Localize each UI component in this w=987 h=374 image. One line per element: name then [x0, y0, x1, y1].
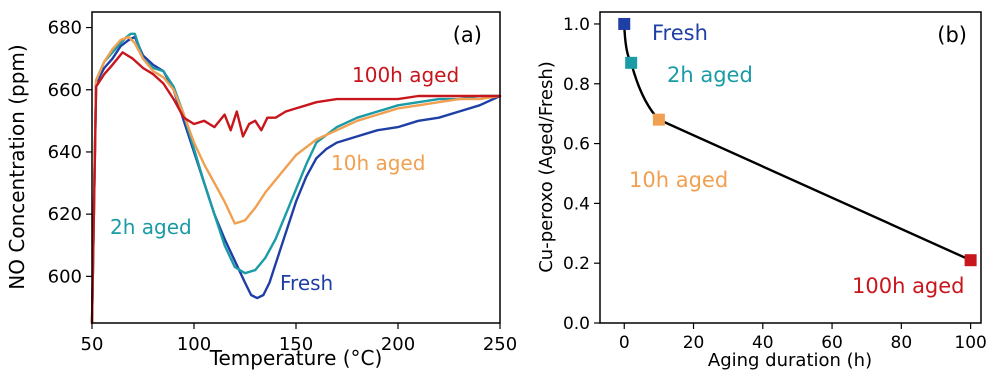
y-tick-label: 640	[48, 142, 82, 163]
marker-10h-aged	[652, 113, 665, 126]
marker-fresh	[618, 17, 631, 30]
marker-2h-aged	[625, 56, 638, 69]
panel-a-y-axis-label: NO Concentration (ppm)	[5, 44, 29, 289]
y-tick-label: 0.6	[563, 135, 590, 155]
panel-b-series-group	[618, 17, 977, 267]
panel-a-y-axis-ticks: 600 620 640 660 680	[48, 18, 92, 287]
y-tick-label: 660	[48, 80, 82, 101]
panel-b-y-axis-ticks: 0.0 0.2 0.4 0.6 0.8 1.0	[563, 15, 600, 334]
panel-b-x-axis-ticks: 0 20 40 60 80 100	[619, 323, 987, 353]
x-tick-label: 50	[81, 334, 104, 355]
x-tick-label: 80	[891, 333, 913, 353]
panel-b-plot-frame	[599, 11, 982, 324]
series-line-100h-aged	[90, 51, 502, 325]
y-tick-label: 1.0	[563, 15, 590, 35]
series-label: 10h aged	[331, 151, 425, 175]
marker-100h-aged	[964, 254, 977, 267]
x-tick-label: 40	[752, 333, 774, 353]
point-label: 100h aged	[852, 274, 965, 298]
panel-a-label: (a)	[453, 23, 482, 47]
series-label: 2h aged	[110, 215, 192, 239]
point-label: 2h aged	[667, 63, 753, 87]
y-tick-label: 680	[48, 18, 82, 39]
panel-b-label: (b)	[937, 23, 967, 47]
panel-b-cu-peroxo-chart: 0 20 40 60 80 100 0.0 0.2 0.4 0.6 0.8 1.0 Fresh 2h …	[536, 11, 987, 371]
y-tick-label: 0.2	[563, 254, 590, 274]
series-line-10h-aged	[90, 35, 502, 325]
panel-b-point-labels: Fresh 2h aged 10h aged 100h aged	[629, 21, 965, 298]
x-tick-label: 150	[279, 334, 313, 355]
y-tick-label: 620	[48, 204, 82, 225]
x-tick-label: 0	[619, 333, 630, 353]
panel-a-x-axis-label: Temperature (°C)	[209, 346, 383, 370]
trend-line	[623, 23, 972, 262]
panel-b-y-axis-label: Cu-peroxo (Aged/Fresh)	[536, 61, 557, 273]
y-tick-label: 0.4	[563, 194, 590, 214]
x-tick-label: 20	[683, 333, 705, 353]
series-line-2h-aged	[90, 32, 502, 325]
x-tick-label: 60	[821, 333, 843, 353]
point-label: 10h aged	[629, 168, 728, 192]
series-label: Fresh	[280, 271, 333, 295]
y-tick-label: 0.0	[563, 314, 590, 334]
panel-a-temperature-chart: 50 100 150 200 250 600 620 640 660 680 100h aged…	[5, 11, 517, 370]
x-tick-label: 100	[954, 333, 986, 353]
x-tick-label: 100	[177, 334, 211, 355]
panel-a-x-axis-ticks: 50 100 150 200 250	[81, 323, 517, 355]
panel-a-series-group	[90, 32, 502, 325]
series-label: 100h aged	[352, 63, 459, 87]
point-label: Fresh	[652, 21, 708, 45]
x-tick-label: 250	[483, 334, 517, 355]
y-tick-label: 600	[48, 266, 82, 287]
x-tick-label: 200	[381, 334, 415, 355]
y-tick-label: 0.8	[563, 75, 590, 95]
panel-b-x-axis-label: Aging duration (h)	[708, 350, 872, 371]
panel-a-series-labels: 100h aged 10h aged 2h aged Fresh	[110, 63, 459, 295]
